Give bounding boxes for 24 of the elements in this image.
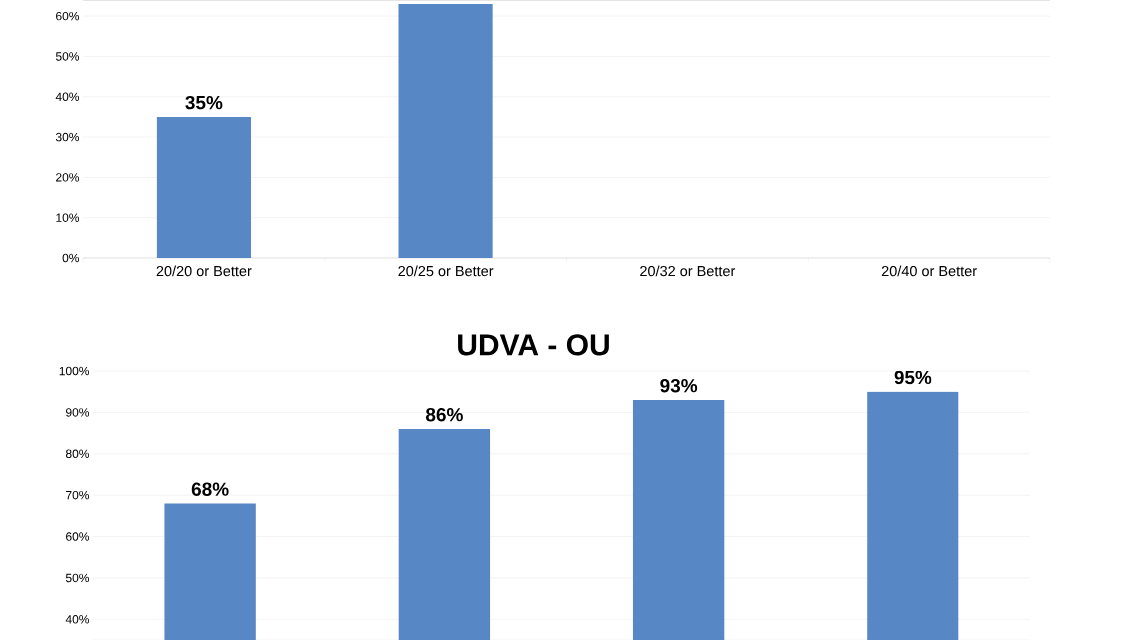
y-tick-label: 0% [62, 253, 80, 263]
y-tick-label: 90% [66, 408, 90, 417]
y-tick-label: 40% [65, 615, 90, 624]
x-tick-label: 20/32 or Better [640, 265, 736, 277]
y-tick-label: 80% [65, 449, 90, 459]
data-label: 93% [660, 378, 698, 393]
y-tick-label: 60% [66, 532, 90, 541]
y-tick-label: 60% [56, 11, 80, 21]
y-tick-label: 50% [65, 573, 90, 583]
data-label: 86% [425, 407, 463, 422]
data-label: 68% [191, 482, 229, 496]
chart-title: UDVA - OU [458, 334, 609, 356]
y-tick-label: 30% [55, 132, 80, 142]
data-label: 35% [185, 95, 223, 110]
data-label: 95% [894, 370, 932, 385]
y-tick-label: 10% [56, 213, 80, 222]
y-tick-label: 40% [55, 92, 80, 101]
x-tick-label: 20/25 or Better [398, 265, 494, 277]
y-tick-label: 70% [66, 490, 90, 500]
y-tick-label: 20% [56, 173, 80, 182]
y-tick-label: 100% [59, 366, 90, 376]
y-tick-label: 50% [55, 52, 80, 61]
x-tick-label: 20/40 or Better [881, 265, 977, 277]
x-tick-label: 20/20 or Better [156, 265, 252, 277]
